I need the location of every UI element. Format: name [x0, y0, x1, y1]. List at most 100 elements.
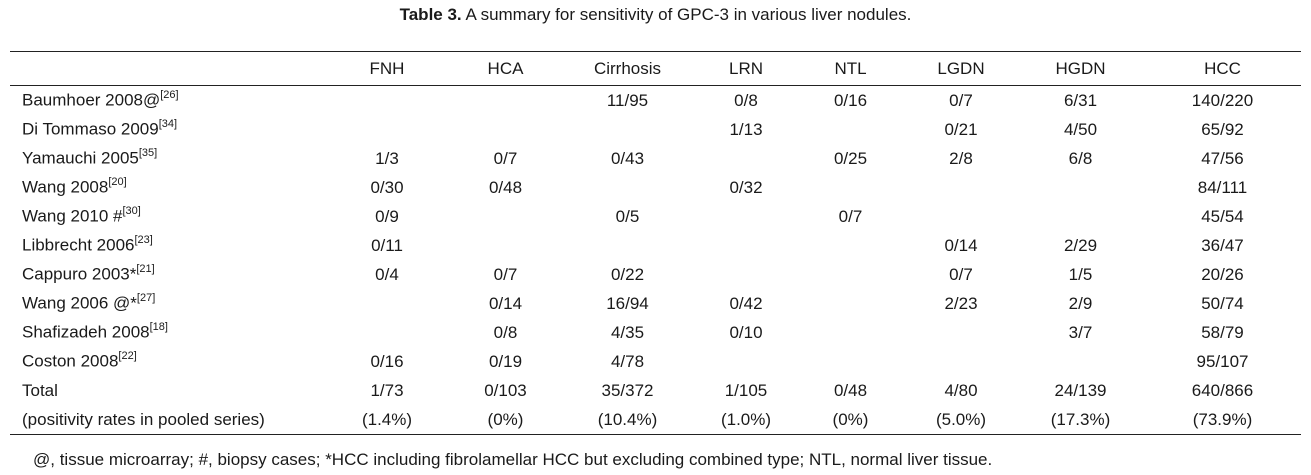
- table-caption-text: A summary for sensitivity of GPC-3 in va…: [461, 5, 912, 24]
- cell-lgdn: (5.0%): [935, 409, 987, 429]
- cell-hca: (0%): [487, 409, 524, 429]
- cell-hca: [452, 86, 559, 116]
- cell-hcc: 640/866: [1191, 380, 1254, 400]
- cell-hca: 0/7: [493, 264, 518, 284]
- study-cell: Wang 2010 #[30]: [10, 202, 322, 231]
- cell-hcc: 47/56: [1201, 148, 1244, 168]
- cell-cirrhosis: 35/372: [601, 380, 654, 400]
- cell-fnh: 0/4: [375, 264, 399, 284]
- cell-hcc: (73.9%): [1192, 409, 1253, 429]
- cell-cirrhosis: 0/22: [610, 264, 645, 284]
- cell-lrn: 1/105: [724, 380, 768, 400]
- cell-hcc: 45/54: [1201, 206, 1244, 226]
- column-header-fnh: FNH: [369, 58, 405, 78]
- cell-lrn: 0/10: [729, 322, 763, 342]
- study-cell: Libbrecht 2006[23]: [10, 231, 322, 260]
- cell-cirrhosis: [559, 173, 696, 202]
- cell-hca: 0/19: [488, 351, 523, 371]
- cell-fnh: (1.4%): [361, 409, 413, 429]
- cell-lgdn: [905, 173, 1017, 202]
- table-row: Libbrecht 2006[23] 0/11 0/14 2/29 36/47: [10, 231, 1301, 260]
- cell-hgdn: 1/5: [1068, 264, 1093, 284]
- cell-cirrhosis: (10.4%): [597, 409, 658, 429]
- table-row: Yamauchi 2005[35] 1/3 0/7 0/43 0/25 2/8 6/8 47/…: [10, 144, 1301, 173]
- study-cell: Wang 2008[20]: [10, 173, 322, 202]
- study-name: Cappuro 2003*: [22, 264, 137, 284]
- reference-citation: [30]: [122, 205, 141, 218]
- cell-lgdn: 0/14: [944, 235, 978, 255]
- reference-citation: [20]: [108, 176, 127, 189]
- cell-hgdn: (17.3%): [1050, 409, 1111, 429]
- cell-ntl: 0/48: [833, 380, 868, 400]
- study-cell: Wang 2006 @*[27]: [10, 289, 322, 318]
- cell-lrn: [696, 144, 796, 173]
- table-footnote: @, tissue microarray; #, biopsy cases; *…: [33, 450, 993, 469]
- cell-hcc: 58/79: [1201, 322, 1244, 342]
- cell-hca: 0/103: [484, 380, 527, 400]
- reference-citation: [22]: [118, 350, 137, 363]
- reference-citation: [18]: [149, 321, 168, 334]
- cell-hcc: 140/220: [1191, 90, 1254, 110]
- table-row: Total 1/73 0/103 35/372 1/105 0/48 4/80 24/139 6…: [10, 376, 1301, 405]
- study-cell: Yamauchi 2005[35]: [10, 144, 322, 173]
- cell-cirrhosis: 16/94: [606, 293, 649, 313]
- cell-fnh: [322, 86, 452, 116]
- cell-hgdn: [1017, 347, 1144, 376]
- cell-hca: 0/8: [493, 322, 518, 342]
- cell-ntl: 0/25: [833, 148, 868, 168]
- cell-hca: [452, 231, 559, 260]
- cell-hgdn: [1017, 202, 1144, 231]
- cell-lrn: [696, 231, 796, 260]
- cell-cirrhosis: 4/35: [610, 322, 645, 342]
- cell-fnh: 1/3: [375, 148, 399, 168]
- cell-fnh: 1/73: [370, 380, 404, 400]
- column-header-lrn: LRN: [728, 58, 763, 78]
- cell-hcc: 84/111: [1197, 177, 1248, 197]
- study-name: Wang 2006 @*: [22, 293, 137, 313]
- cell-fnh: 0/9: [375, 206, 399, 226]
- cell-lgdn: [905, 202, 1017, 231]
- cell-lrn: 0/8: [734, 90, 758, 110]
- cell-lrn: 1/13: [729, 119, 763, 139]
- cell-hcc: 50/74: [1201, 293, 1244, 313]
- cell-ntl: [796, 173, 905, 202]
- cell-hgdn: 3/7: [1068, 322, 1093, 342]
- cell-hca: 0/48: [488, 177, 523, 197]
- cell-fnh: [322, 289, 452, 318]
- table-row: Wang 2008[20] 0/30 0/48 0/32 84/111: [10, 173, 1301, 202]
- cell-lgdn: 0/21: [944, 119, 978, 139]
- reference-citation: [34]: [158, 118, 178, 131]
- study-name: Total: [22, 380, 58, 400]
- cell-cirrhosis: 4/78: [610, 351, 645, 371]
- cell-ntl: [796, 347, 905, 376]
- cell-lgdn: [905, 318, 1017, 347]
- table-row: Di Tommaso 2009[34] 1/13 0/21 4/50 65/92: [10, 115, 1301, 144]
- cell-ntl: [796, 318, 905, 347]
- table-row: Wang 2006 @*[27] 0/14 16/94 0/42 2/23 2/9 50/7…: [10, 289, 1301, 318]
- column-header-cirrhosis: Cirrhosis: [593, 58, 662, 78]
- study-name: Shafizadeh 2008: [22, 322, 150, 342]
- reference-citation: [26]: [160, 89, 179, 102]
- cell-lgdn: 2/23: [944, 293, 978, 313]
- cell-cirrhosis: 0/43: [610, 148, 645, 168]
- study-cell: Coston 2008[22]: [10, 347, 322, 376]
- study-cell: Di Tommaso 2009[34]: [10, 115, 322, 144]
- cell-hgdn: 24/139: [1054, 380, 1107, 400]
- table-row: Baumhoer 2008@[26] 11/95 0/8 0/16 0/7 6/31 140…: [10, 86, 1301, 116]
- study-name: Wang 2008: [22, 177, 109, 197]
- study-cell: (positivity rates in pooled series): [10, 405, 322, 435]
- cell-ntl: 0/7: [838, 206, 863, 226]
- cell-hca: 0/14: [488, 293, 523, 313]
- cell-lrn: (1.0%): [720, 409, 772, 429]
- cell-ntl: [796, 115, 905, 144]
- column-header-lgdn: LGDN: [937, 58, 985, 78]
- cell-hca: 0/7: [493, 148, 518, 168]
- study-name: Wang 2010 #: [22, 206, 123, 226]
- cell-lrn: [696, 347, 796, 376]
- cell-cirrhosis: 0/5: [615, 206, 640, 226]
- cell-hcc: 20/26: [1201, 264, 1244, 284]
- cell-ntl: (0%): [832, 409, 869, 429]
- cell-ntl: [796, 289, 905, 318]
- cell-fnh: [322, 318, 452, 347]
- study-name: (positivity rates in pooled series): [22, 409, 265, 429]
